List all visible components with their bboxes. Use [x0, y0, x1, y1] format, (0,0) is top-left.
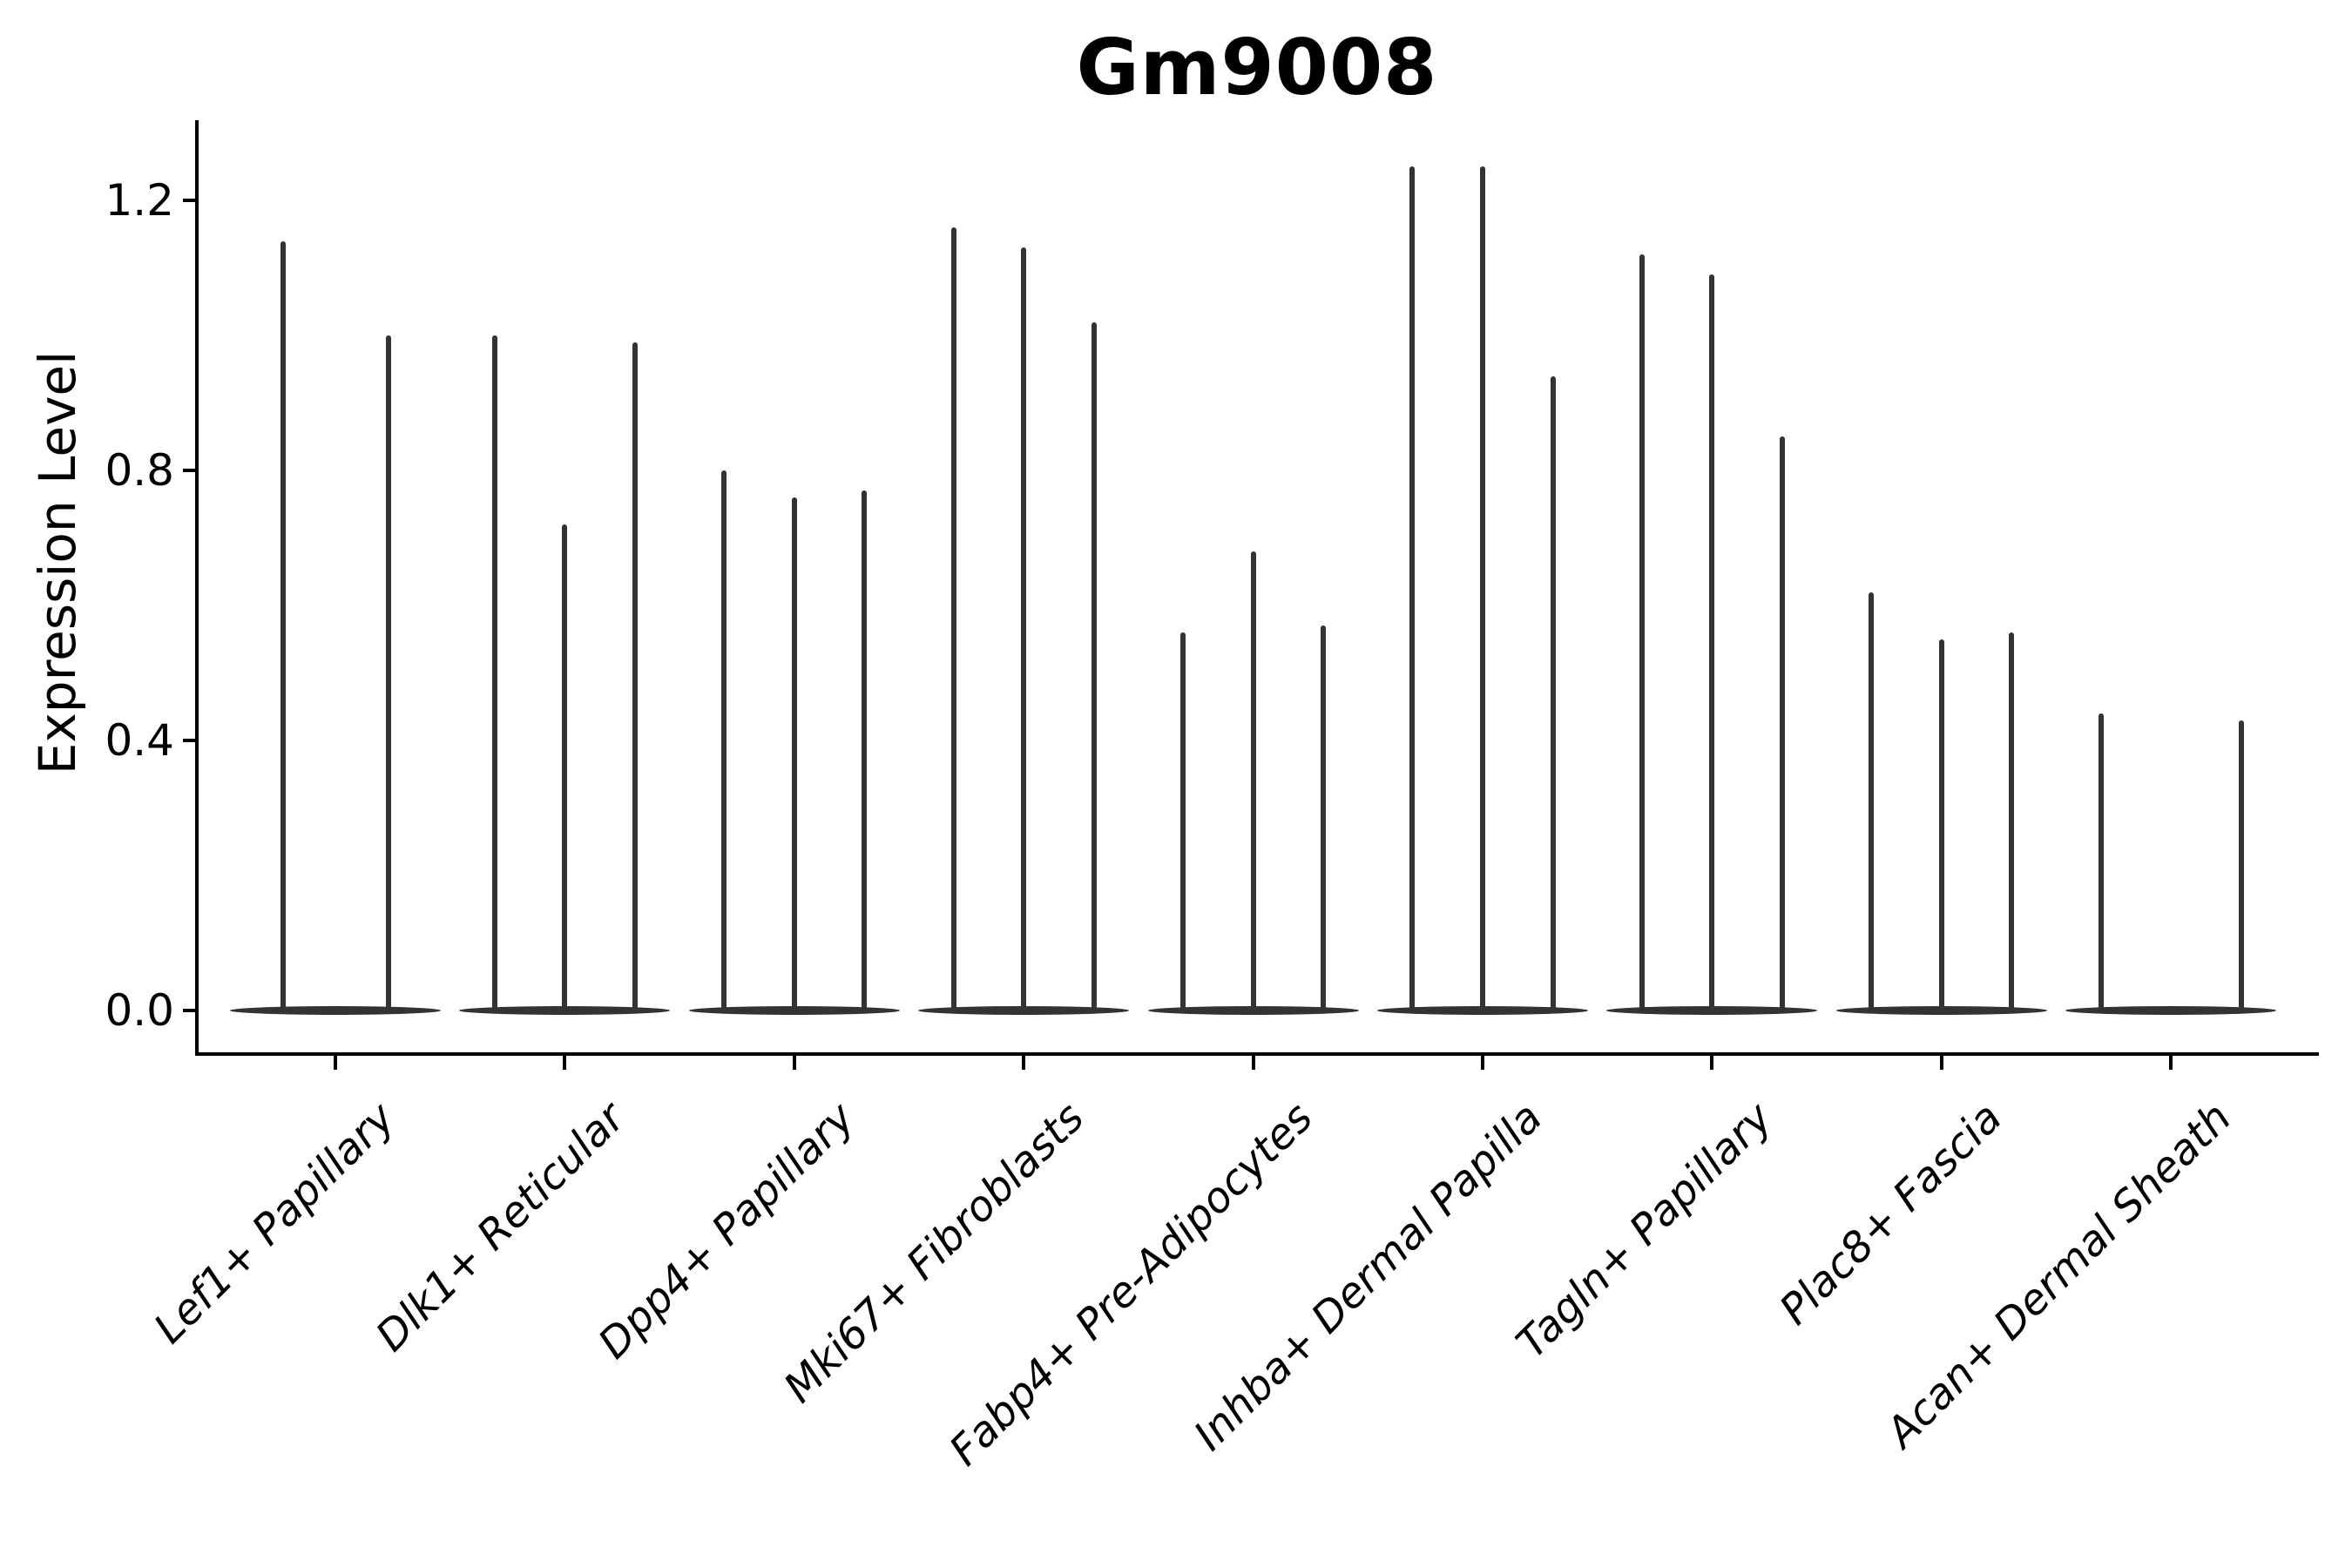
- x-tick-mark: [1939, 1056, 1943, 1070]
- y-tick-mark: [183, 469, 197, 472]
- x-tick-label: Fabp4+ Pre-Adipocytes: [940, 1093, 1323, 1476]
- x-tick-mark: [563, 1056, 567, 1070]
- y-axis-spine: [195, 120, 199, 1056]
- violin-spike: [2238, 720, 2244, 1010]
- violin-spike: [1938, 639, 1944, 1010]
- y-tick-label: 1.2: [105, 175, 174, 226]
- violin-spike: [632, 341, 639, 1010]
- y-tick-label: 0.4: [105, 715, 174, 766]
- x-tick-mark: [1710, 1056, 1714, 1070]
- violin-spike: [1321, 625, 1327, 1010]
- violin-spike: [1869, 591, 1875, 1010]
- y-tick-mark: [183, 1009, 197, 1012]
- violin-spike: [721, 470, 727, 1010]
- violin-baseline: [688, 1006, 900, 1015]
- x-tick-label: Tagln+ Papillary: [1506, 1093, 1782, 1369]
- x-tick-mark: [792, 1056, 796, 1070]
- violin-spike: [1709, 274, 1715, 1010]
- y-tick-mark: [183, 739, 197, 742]
- x-tick-mark: [2169, 1056, 2173, 1070]
- violin-spike: [862, 490, 868, 1010]
- violin-baseline: [1835, 1006, 2047, 1015]
- violin-spike: [791, 497, 797, 1010]
- x-tick-mark: [334, 1056, 337, 1070]
- violin-baseline: [1606, 1006, 1818, 1015]
- violin-spike: [1639, 254, 1645, 1010]
- violin-spike: [280, 240, 286, 1010]
- x-tick-label: Lef1+ Papillary: [145, 1093, 405, 1354]
- violin-spike: [1780, 436, 1786, 1010]
- violin-baseline: [459, 1006, 671, 1015]
- violin-spike: [562, 524, 568, 1010]
- y-tick-label: 0.0: [105, 985, 174, 1036]
- violin-spike: [1480, 166, 1485, 1010]
- x-tick-mark: [1022, 1056, 1026, 1070]
- x-tick-mark: [1251, 1056, 1255, 1070]
- x-axis-spine: [195, 1052, 2319, 1056]
- violin-spike: [1021, 247, 1027, 1010]
- x-tick-label: Dpp4+ Papillary: [588, 1093, 864, 1369]
- violin-spike: [491, 335, 497, 1010]
- x-tick-label: Plac8+ Fascia: [1769, 1093, 2011, 1335]
- violin-spike: [2098, 713, 2104, 1010]
- violin-spike: [1409, 166, 1416, 1010]
- violin-baseline: [1147, 1006, 1359, 1015]
- x-tick-mark: [1481, 1056, 1484, 1070]
- violin-spike: [1091, 321, 1097, 1010]
- violin-spike: [1250, 551, 1256, 1010]
- y-tick-label: 0.8: [105, 445, 174, 496]
- violin-spike: [1179, 632, 1186, 1010]
- violin-baseline: [230, 1006, 441, 1015]
- violin-spike: [1550, 375, 1556, 1010]
- chart-title: Gm9008: [1076, 23, 1438, 112]
- violin-baseline: [1377, 1006, 1588, 1015]
- y-tick-mark: [183, 199, 197, 202]
- violin-spike: [950, 227, 956, 1010]
- x-tick-label: Dlk1+ Reticular: [366, 1093, 635, 1362]
- violin-spike: [385, 335, 391, 1010]
- violin-baseline: [2065, 1006, 2277, 1015]
- violin-baseline: [918, 1006, 1130, 1015]
- y-axis-label: Expression Level: [28, 350, 87, 775]
- violin-spike: [2009, 632, 2015, 1010]
